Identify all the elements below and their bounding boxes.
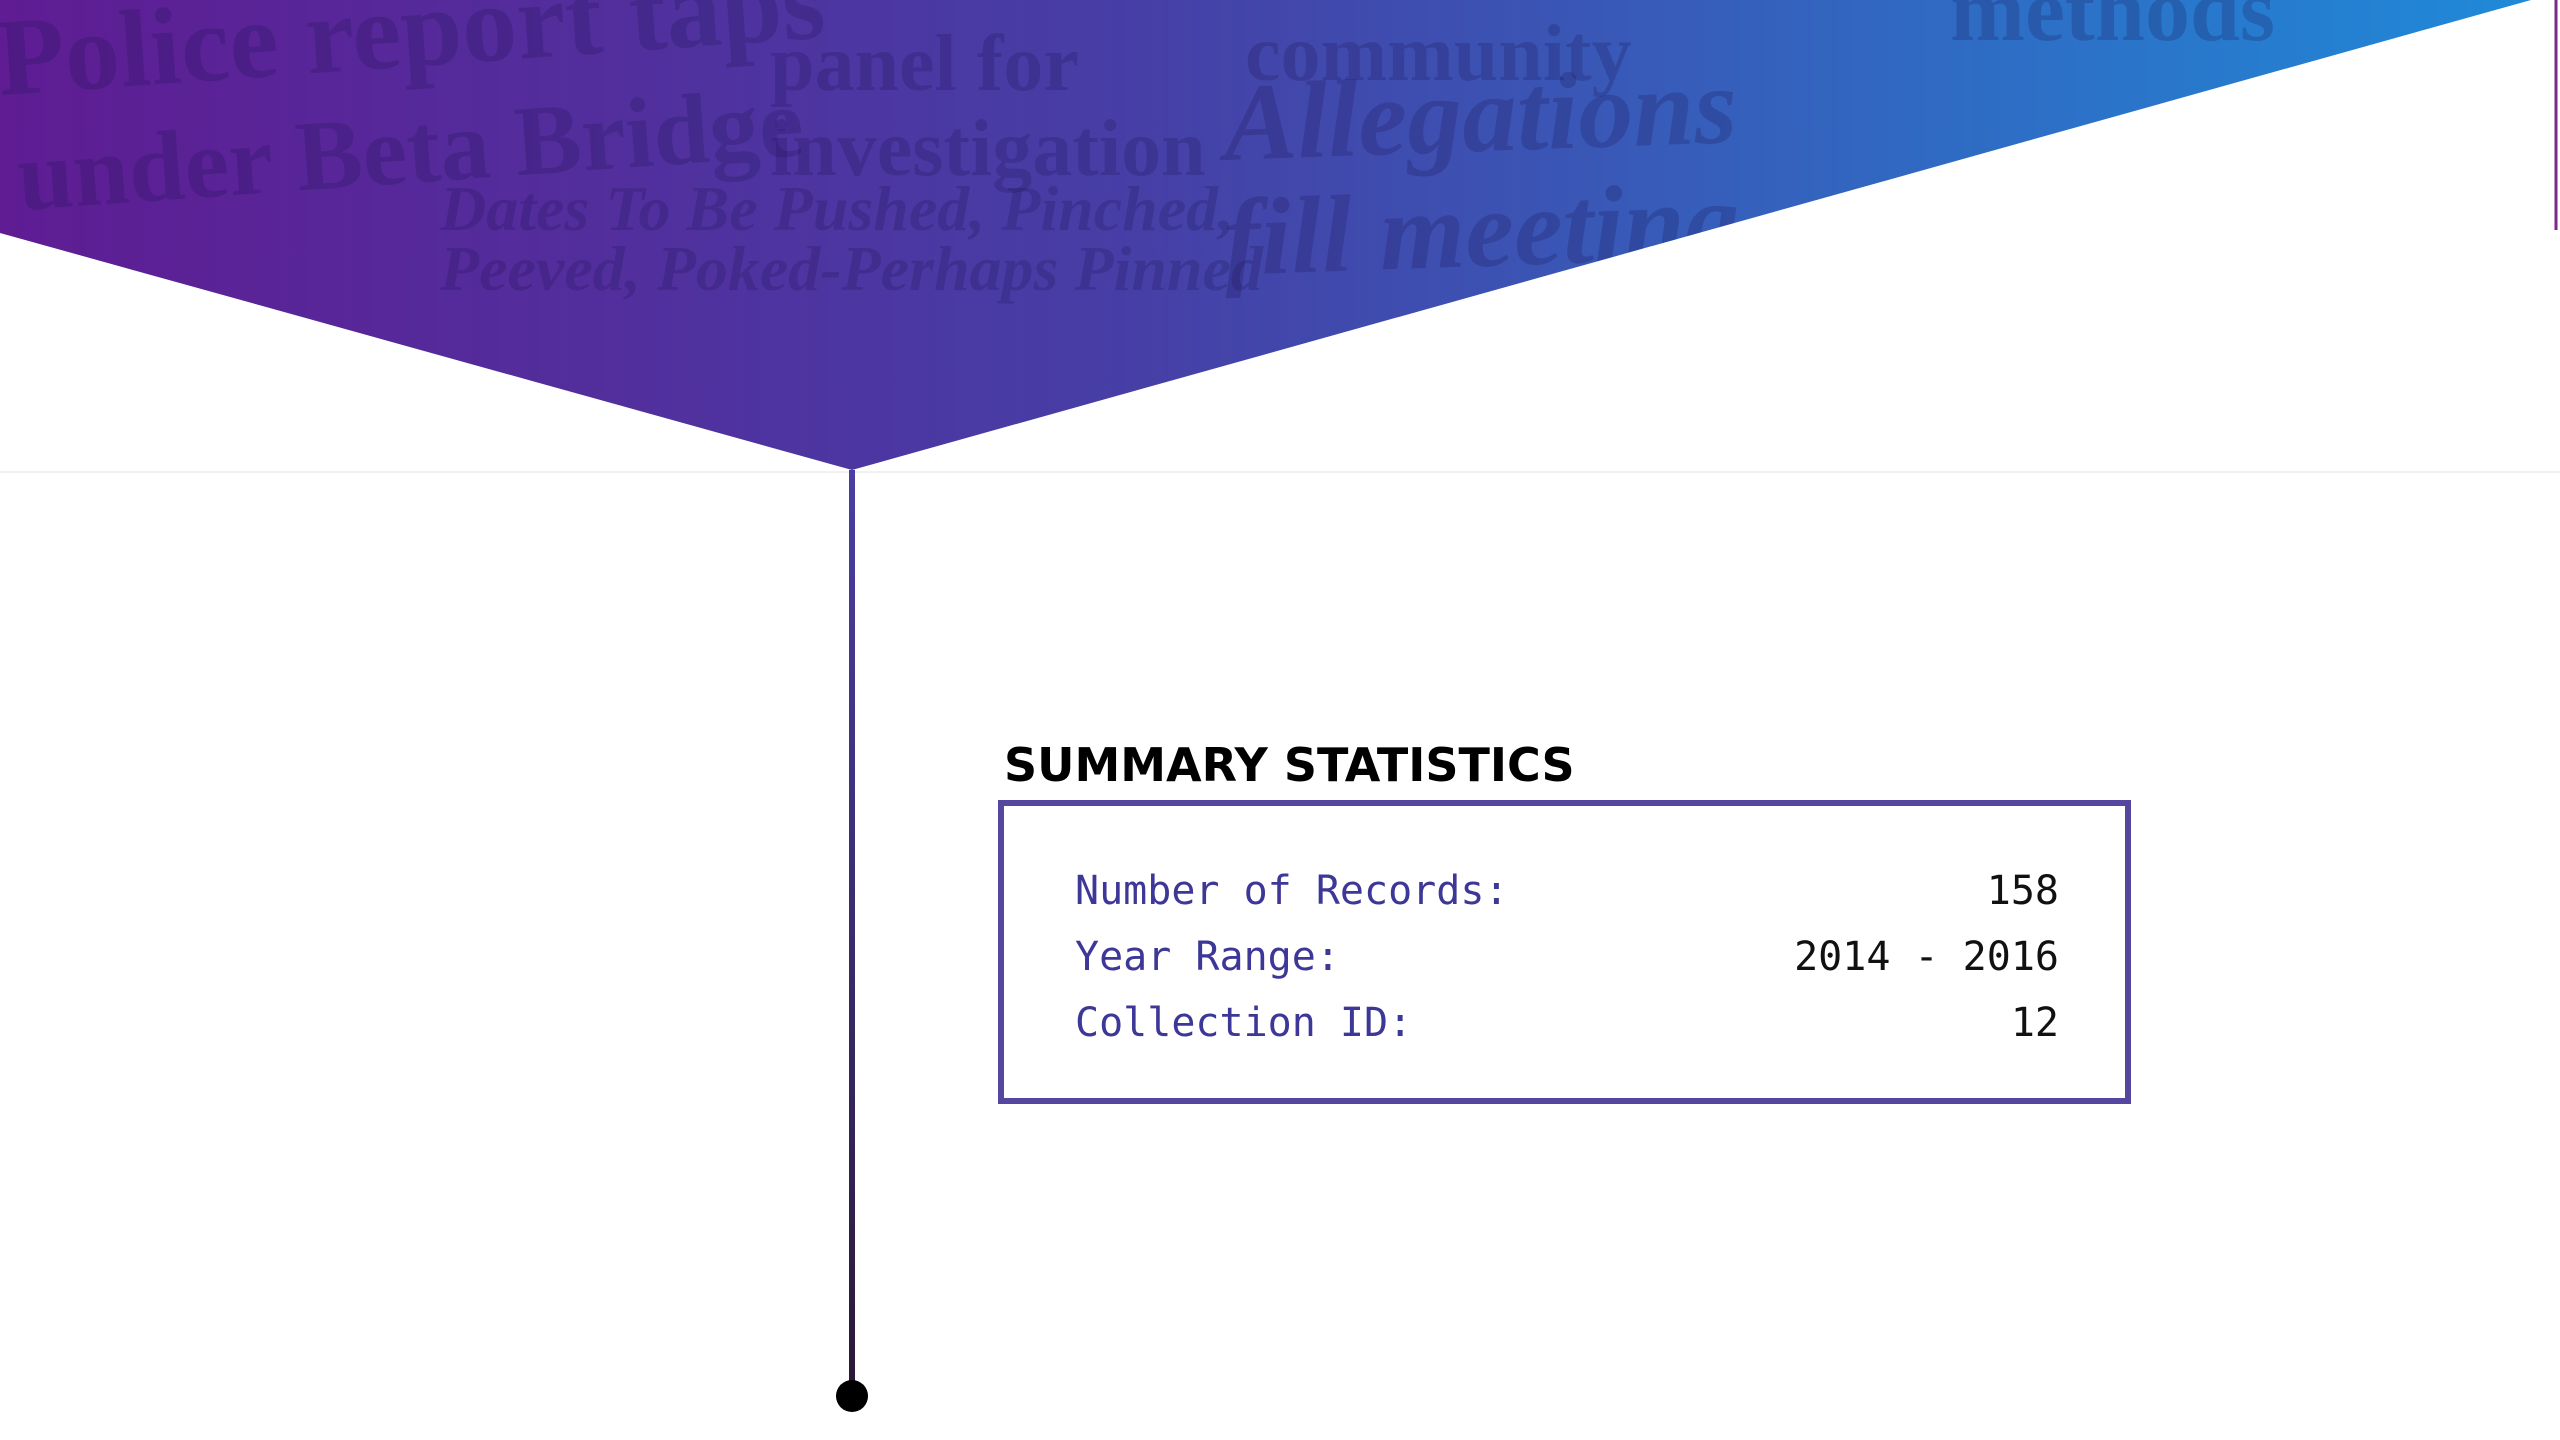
stat-label: Year Range:: [1075, 934, 1340, 980]
headline: community: [1245, 10, 1632, 98]
timeline-line: [849, 470, 855, 1396]
stat-value: 2014 - 2016: [1794, 934, 2059, 980]
stat-label: Number of Records:: [1075, 868, 1509, 914]
summary-title: SUMMARY STATISTICS: [1004, 738, 1575, 792]
stat-row: Number of Records: 158: [1075, 868, 2059, 928]
headline: Allegations: [1216, 44, 1739, 184]
stat-row: Collection ID: 12: [1075, 1000, 2059, 1060]
headline: Dates To Be Pushed, Pinched,: [439, 173, 1234, 244]
headline: Peeved, Poked-Perhaps Pinned: [439, 233, 1264, 304]
stat-value: 12: [2010, 1000, 2059, 1046]
headline: panel for: [770, 20, 1079, 108]
summary-box: Number of Records: 158 Year Range: 2014 - 2…: [998, 800, 2131, 1104]
stat-row: Year Range: 2014 - 2016: [1075, 934, 2059, 994]
timeline-dot: [836, 1380, 868, 1412]
header-shape: [0, 0, 2531, 470]
headline: methods: [1950, 0, 2275, 60]
headline: fill meeting: [1222, 159, 1742, 299]
stat-value: 158: [1986, 868, 2059, 914]
stat-label: Collection ID:: [1075, 1000, 1413, 1046]
headline: investigation: [770, 105, 1206, 193]
